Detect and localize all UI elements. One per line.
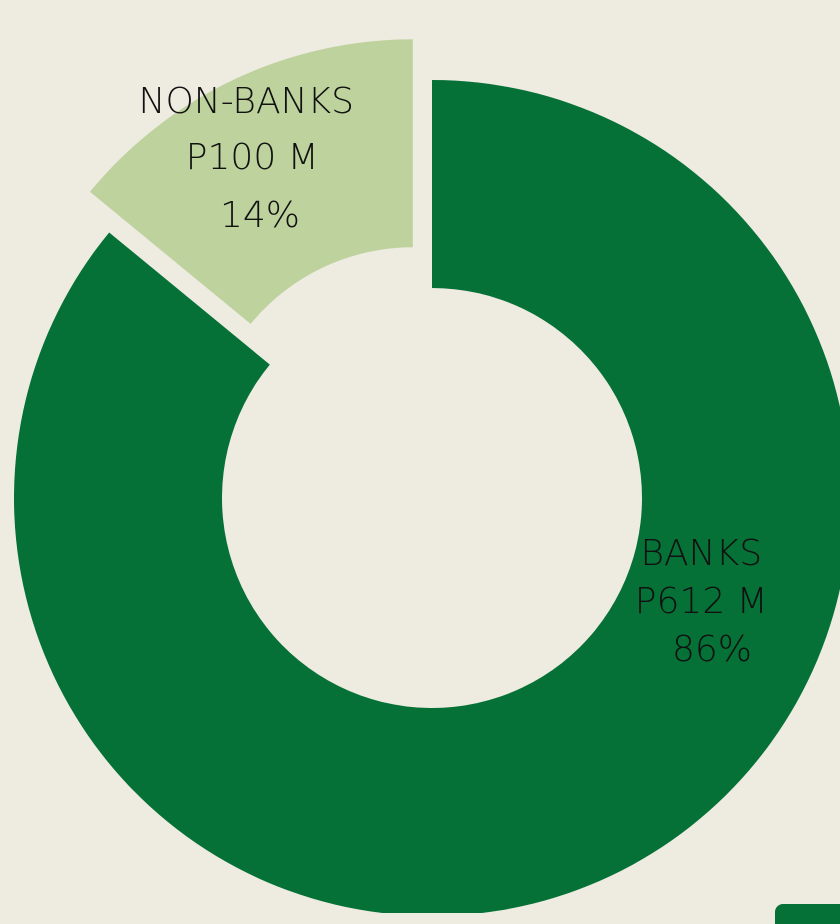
label-non-banks-percent: 14% [220,195,300,236]
label-banks-name: BANKS [640,533,762,574]
label-non-banks-value: P100 M [186,137,319,178]
label-banks: BANKS P612 M 86% [635,533,779,670]
corner-tab [775,904,840,924]
label-banks-value: P612 M [635,581,768,622]
label-non-banks-name: NON-BANKS [139,81,355,122]
slice-non-banks [89,39,413,324]
label-banks-percent: 86% [672,629,752,670]
label-non-banks: NON-BANKS P100 M 14% [139,81,366,236]
slice-banks [14,80,840,913]
